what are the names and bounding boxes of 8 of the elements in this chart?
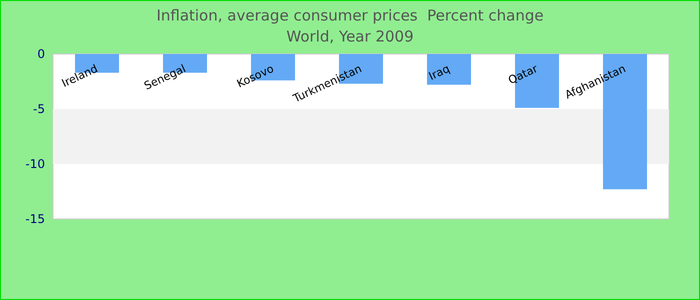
y-tick-label: -15 (25, 212, 45, 226)
x-tick-label: Iraq (426, 62, 452, 83)
y-tick-label: 0 (37, 47, 45, 61)
chart-subtitle: World, Year 2009 (286, 28, 414, 46)
y-tick-label: -5 (33, 102, 45, 116)
chart-title: Inflation, average consumer prices Percent change (156, 6, 544, 24)
x-tick-label: Qatar (506, 62, 540, 87)
y-tick-label: -10 (25, 157, 45, 171)
